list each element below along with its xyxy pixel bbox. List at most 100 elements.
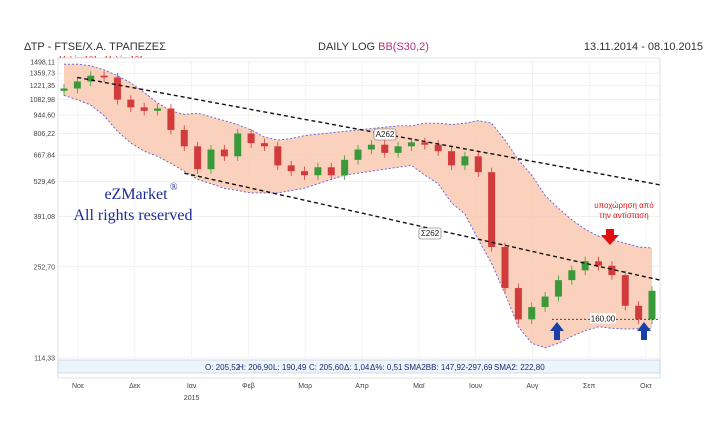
- y-tick-label: 252,70: [34, 264, 56, 271]
- symbol-title: ΔΤΡ - FTSE/Χ.Α. ΤΡΑΠΕΖΕΣ: [24, 41, 166, 53]
- x-tick-label: Οκτ: [640, 383, 652, 390]
- candle-body: [554, 280, 562, 297]
- status-sma2bb: SMA2BB: 147,92-297,69: [404, 363, 493, 372]
- candle-body: [635, 305, 643, 320]
- candle-body: [394, 146, 402, 153]
- chart-kind: DAILY LOG: [318, 41, 376, 53]
- x-tick-label: Ιαν: [187, 383, 197, 390]
- candle-body: [260, 143, 268, 147]
- candle-body: [87, 75, 95, 82]
- candle-body: [608, 265, 616, 276]
- status-open: O: 205,52: [205, 363, 241, 372]
- y-tick-label: 391,08: [34, 214, 56, 221]
- watermark-line2: All rights reserved: [73, 207, 192, 224]
- candle-body: [327, 167, 335, 176]
- status-change: Δ: 1,04: [344, 363, 370, 372]
- x-tick-label: Δεκ: [129, 383, 141, 390]
- candle-body: [488, 172, 496, 248]
- candle-body: [341, 159, 349, 176]
- candle-body: [514, 288, 522, 320]
- x-year-label: 2015: [184, 395, 200, 402]
- candle-body: [140, 107, 148, 111]
- upper-band-line: [64, 63, 653, 249]
- y-tick-label: 667,84: [34, 152, 56, 159]
- support-label: 160,00: [591, 314, 616, 323]
- upper-channel-label-box: [373, 128, 397, 141]
- candle-body: [354, 149, 362, 160]
- y-tick-label: 1221,35: [30, 83, 55, 90]
- candle-body: [407, 142, 415, 147]
- candle-body: [421, 142, 429, 145]
- candle-body: [247, 133, 255, 144]
- y-tick-label: 529,46: [34, 179, 56, 186]
- resistance-note-2: την αντίσταση: [599, 211, 648, 220]
- candle-body: [648, 290, 656, 320]
- candle-body: [167, 108, 175, 130]
- date-range: 13.11.2014 - 08.10.2015: [583, 41, 703, 53]
- up-arrow-icon: [637, 322, 651, 340]
- x-tick-label: Μαϊ: [413, 383, 425, 390]
- candle-body: [234, 133, 242, 157]
- upper-channel-line: [77, 76, 661, 186]
- resistance-note-1: υποχώρηση από: [594, 201, 654, 210]
- down-arrow-icon: [601, 229, 619, 245]
- candle-body: [568, 270, 576, 281]
- candle-body: [274, 146, 282, 166]
- candle-body: [127, 99, 135, 108]
- support-label-bg: [590, 313, 616, 324]
- status-change-pct: Δ%: 0,51: [370, 363, 403, 372]
- y-tick-label: 1359,73: [30, 71, 55, 78]
- candle-body: [448, 151, 456, 166]
- y-axis: 1498,11 1359,73 1221,35 1082,98 944,60 806,22…: [30, 60, 55, 363]
- candle-body: [528, 307, 536, 320]
- status-sma2: SMA2: 222,80: [494, 363, 545, 372]
- candle-body: [301, 171, 309, 176]
- y-tick-label: 944,60: [34, 113, 56, 120]
- candle-body: [474, 156, 482, 173]
- candle-body: [461, 156, 469, 166]
- y-tick-label: 1082,98: [30, 97, 55, 104]
- candle-body: [367, 144, 375, 150]
- indicator-name: BB(S30,2): [378, 41, 429, 53]
- x-tick-label: Ιουν: [469, 383, 483, 390]
- x-tick-label: Μαρ: [298, 383, 312, 390]
- y-tick-label: 1498,11: [30, 60, 55, 67]
- status-bar: [57, 359, 661, 374]
- up-arrow-icon: [550, 322, 564, 340]
- watermark-line1: eZMarket: [104, 186, 168, 203]
- candle-body: [180, 129, 188, 147]
- candle-body: [73, 81, 81, 89]
- candles: [60, 71, 656, 325]
- lower-channel-label: Σ262: [421, 229, 440, 238]
- candle-body: [207, 149, 215, 170]
- lower-channel-line: [184, 172, 661, 281]
- x-tick-label: Αυγ: [526, 383, 538, 390]
- lower-band-line: [63, 95, 653, 349]
- status-low: L: 190,49: [273, 363, 307, 372]
- watermark-reg: ®: [170, 182, 178, 193]
- candle-body: [314, 167, 322, 176]
- candle-body: [581, 261, 589, 271]
- candle-body: [287, 165, 295, 172]
- candle-body: [60, 88, 68, 91]
- x-tick-label: Νοε: [72, 383, 84, 390]
- candle-body: [501, 247, 509, 289]
- x-tick-label: Σεπ: [583, 383, 595, 390]
- chart-kind-title: DAILY LOG BB(S30,2): [318, 41, 429, 53]
- status-high: H: 206,90: [238, 363, 273, 372]
- candle-body: [595, 261, 603, 266]
- y-tick-label: 806,22: [34, 131, 56, 138]
- candle-body: [434, 144, 442, 152]
- candle-body: [113, 77, 121, 100]
- candle-body: [194, 146, 202, 170]
- x-axis: Νοε Δεκ Ιαν 2015 Φεβ Μαρ Απρ Μαϊ Ιουν Αυγ Σεπ Οκτ: [72, 383, 652, 402]
- candle-body: [220, 149, 228, 157]
- x-tick-label: Απρ: [355, 383, 368, 390]
- lower-channel-label-box: [418, 227, 442, 240]
- x-tick-label: Φεβ: [242, 383, 255, 390]
- candle-body: [381, 144, 389, 153]
- candle-body: [541, 296, 549, 308]
